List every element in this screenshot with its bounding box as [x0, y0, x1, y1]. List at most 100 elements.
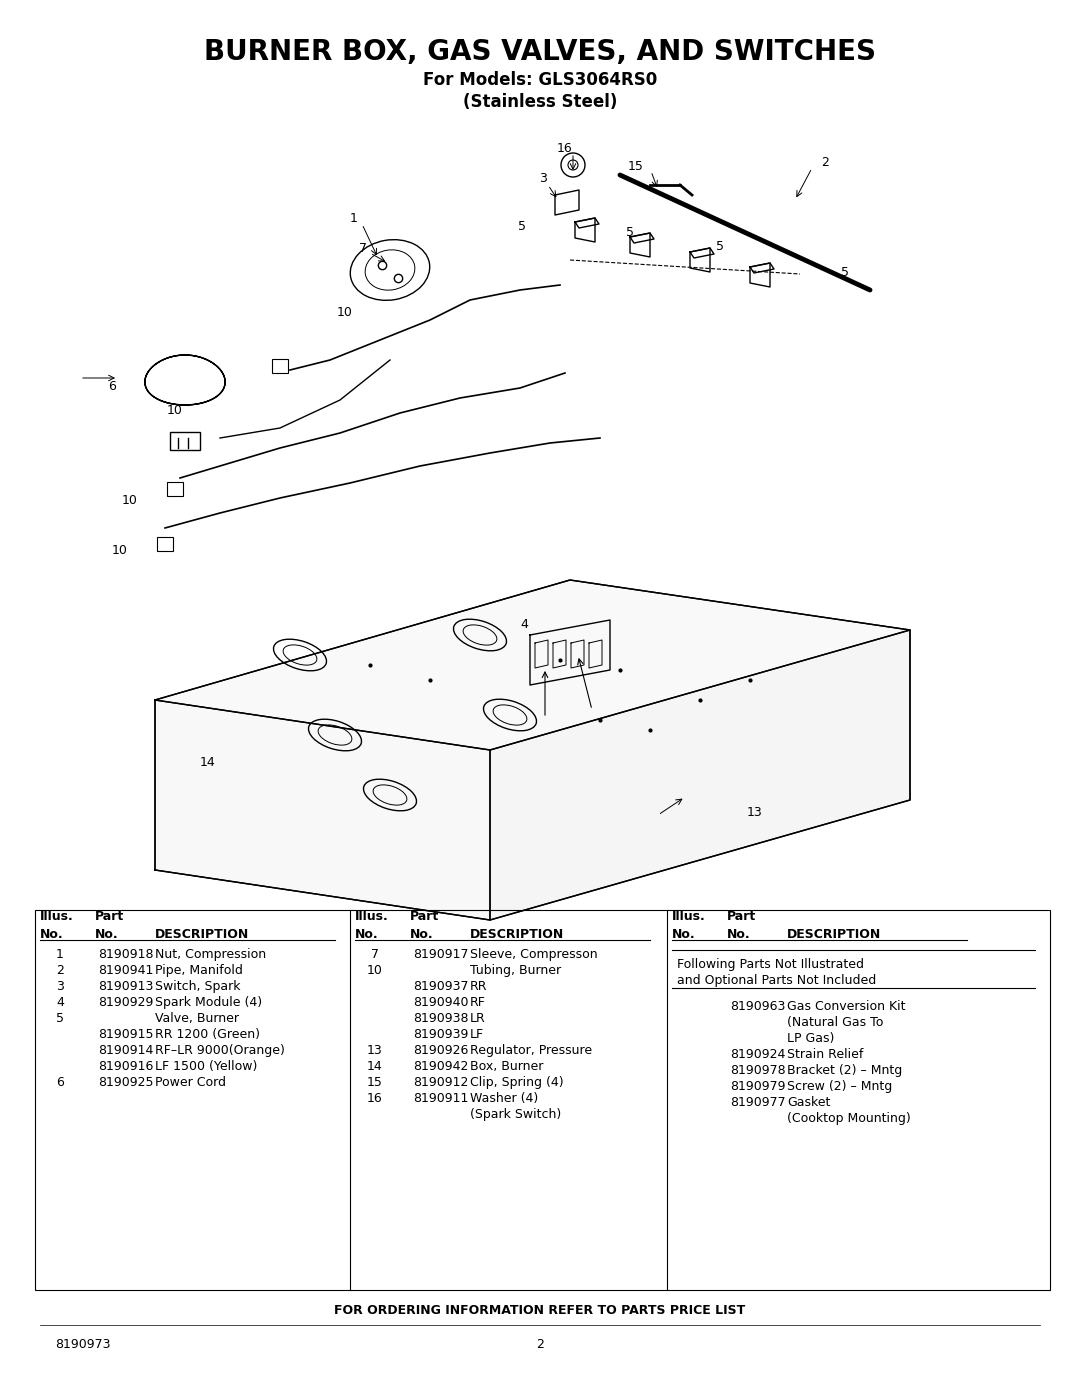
- Text: 1: 1: [56, 949, 64, 961]
- Text: Part: Part: [410, 909, 440, 923]
- Text: 8190915: 8190915: [98, 1028, 153, 1041]
- Text: (Natural Gas To: (Natural Gas To: [787, 1016, 883, 1030]
- Text: 10: 10: [122, 493, 138, 507]
- Text: 3: 3: [56, 981, 64, 993]
- Text: 8190940: 8190940: [413, 996, 469, 1009]
- Text: Valve, Burner: Valve, Burner: [156, 1011, 239, 1025]
- Text: 8190925: 8190925: [98, 1076, 153, 1090]
- Text: 14: 14: [200, 756, 216, 768]
- Text: 15: 15: [367, 1076, 383, 1090]
- Text: No.: No.: [95, 928, 119, 942]
- Text: LF 1500 (Yellow): LF 1500 (Yellow): [156, 1060, 257, 1073]
- Text: 8190979: 8190979: [730, 1080, 785, 1092]
- Text: 5: 5: [626, 226, 634, 239]
- Text: Illus.: Illus.: [40, 909, 73, 923]
- Text: DESCRIPTION: DESCRIPTION: [787, 928, 881, 942]
- Text: 8190973: 8190973: [55, 1338, 110, 1351]
- Text: 8190941: 8190941: [98, 964, 153, 977]
- Text: DESCRIPTION: DESCRIPTION: [156, 928, 249, 942]
- Text: 8190929: 8190929: [98, 996, 153, 1009]
- Bar: [35, 909, 1050, 1289]
- Bar: [272, 359, 288, 373]
- Text: Strain Relief: Strain Relief: [787, 1048, 863, 1060]
- Text: No.: No.: [410, 928, 434, 942]
- Text: Regulator, Pressure: Regulator, Pressure: [470, 1044, 592, 1058]
- Text: 14: 14: [367, 1060, 383, 1073]
- Polygon shape: [156, 580, 910, 750]
- Text: 8190963: 8190963: [730, 1000, 785, 1013]
- Text: 10: 10: [367, 964, 383, 977]
- Bar: [157, 536, 173, 550]
- Bar: [167, 482, 183, 496]
- Bar: [170, 432, 200, 450]
- Text: 8190937: 8190937: [413, 981, 469, 993]
- Text: 2: 2: [821, 156, 829, 169]
- Text: 10: 10: [337, 306, 353, 319]
- Text: 8190942: 8190942: [413, 1060, 469, 1073]
- Text: 8190917: 8190917: [413, 949, 469, 961]
- Text: FOR ORDERING INFORMATION REFER TO PARTS PRICE LIST: FOR ORDERING INFORMATION REFER TO PARTS …: [335, 1303, 745, 1316]
- Text: Part: Part: [727, 909, 756, 923]
- Text: 5: 5: [56, 1011, 64, 1025]
- Text: Following Parts Not Illustrated: Following Parts Not Illustrated: [677, 958, 864, 971]
- Text: LR: LR: [470, 1011, 486, 1025]
- Text: Clip, Spring (4): Clip, Spring (4): [470, 1076, 564, 1090]
- Text: 5: 5: [518, 219, 526, 232]
- Text: BURNER BOX, GAS VALVES, AND SWITCHES: BURNER BOX, GAS VALVES, AND SWITCHES: [204, 38, 876, 66]
- Text: (Stainless Steel): (Stainless Steel): [463, 94, 617, 110]
- Text: Gas Conversion Kit: Gas Conversion Kit: [787, 1000, 905, 1013]
- Text: No.: No.: [355, 928, 379, 942]
- Text: 8190977: 8190977: [730, 1097, 785, 1109]
- Text: 13: 13: [367, 1044, 383, 1058]
- Text: 10: 10: [112, 543, 127, 556]
- Text: 5: 5: [716, 239, 724, 253]
- Text: 13: 13: [747, 806, 762, 819]
- Text: Switch, Spark: Switch, Spark: [156, 981, 241, 993]
- Polygon shape: [490, 630, 910, 921]
- Text: Spark Module (4): Spark Module (4): [156, 996, 262, 1009]
- Text: No.: No.: [727, 928, 751, 942]
- Text: 8190913: 8190913: [98, 981, 153, 993]
- Text: 5: 5: [841, 265, 849, 278]
- Text: Bracket (2) – Mntg: Bracket (2) – Mntg: [787, 1065, 902, 1077]
- Text: 16: 16: [367, 1092, 383, 1105]
- Text: 2: 2: [536, 1338, 544, 1351]
- Text: LF: LF: [470, 1028, 484, 1041]
- Text: RF: RF: [470, 996, 486, 1009]
- Text: Illus.: Illus.: [672, 909, 705, 923]
- Text: Part: Part: [95, 909, 124, 923]
- Text: Washer (4): Washer (4): [470, 1092, 538, 1105]
- Text: 8190914: 8190914: [98, 1044, 153, 1058]
- Text: and Optional Parts Not Included: and Optional Parts Not Included: [677, 974, 876, 988]
- Text: Power Cord: Power Cord: [156, 1076, 226, 1090]
- Text: 16: 16: [557, 141, 572, 155]
- Text: Illus.: Illus.: [355, 909, 389, 923]
- Text: 8190939: 8190939: [413, 1028, 469, 1041]
- Text: 7: 7: [359, 242, 367, 254]
- Text: Nut, Compression: Nut, Compression: [156, 949, 266, 961]
- Text: (Cooktop Mounting): (Cooktop Mounting): [787, 1112, 910, 1125]
- Text: 8190918: 8190918: [98, 949, 153, 961]
- Text: 8190938: 8190938: [413, 1011, 469, 1025]
- Text: LP Gas): LP Gas): [787, 1032, 835, 1045]
- Text: RR: RR: [470, 981, 487, 993]
- Text: RR 1200 (Green): RR 1200 (Green): [156, 1028, 260, 1041]
- Text: Pipe, Manifold: Pipe, Manifold: [156, 964, 243, 977]
- Text: 8190916: 8190916: [98, 1060, 153, 1073]
- Text: 8190926: 8190926: [413, 1044, 469, 1058]
- Text: 1: 1: [350, 211, 357, 225]
- Text: 10: 10: [167, 404, 183, 416]
- Text: 8190912: 8190912: [413, 1076, 469, 1090]
- Text: 6: 6: [108, 380, 116, 393]
- Text: Tubing, Burner: Tubing, Burner: [470, 964, 562, 977]
- Text: No.: No.: [672, 928, 696, 942]
- Text: DESCRIPTION: DESCRIPTION: [470, 928, 564, 942]
- Text: Screw (2) – Mntg: Screw (2) – Mntg: [787, 1080, 892, 1092]
- Text: 15: 15: [629, 159, 644, 172]
- Text: RF–LR 9000(Orange): RF–LR 9000(Orange): [156, 1044, 285, 1058]
- Text: 4: 4: [521, 619, 528, 631]
- Text: 8190924: 8190924: [730, 1048, 785, 1060]
- Text: 8190978: 8190978: [730, 1065, 785, 1077]
- Text: 7: 7: [372, 949, 379, 961]
- Polygon shape: [156, 700, 490, 921]
